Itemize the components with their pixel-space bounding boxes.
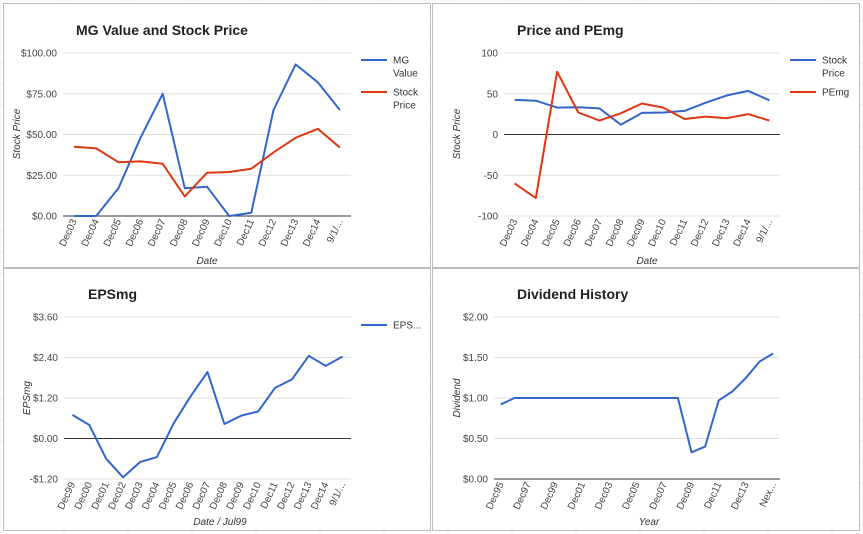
chart-title: Price and PEmg	[517, 22, 624, 38]
chart-title: MG Value and Stock Price	[76, 22, 248, 38]
x-tick-label: Dec06	[124, 217, 146, 248]
x-tick-label: Dec01	[566, 480, 588, 511]
y-tick-label: $75.00	[26, 89, 57, 100]
c3-svg: EPSmg-$1.20$0.00$1.20$2.40$3.60Dec99Dec0…	[22, 286, 421, 528]
legend-label: Stock	[393, 88, 419, 99]
y-tick-label: $50.00	[26, 130, 57, 141]
x-axis-title: Date / Jul99	[193, 517, 247, 528]
y-axis-title: Stock Price	[12, 108, 23, 159]
x-tick-label: Dec13	[710, 217, 732, 248]
price-pemg-chart[interactable]: Price and PEmg -100 -50 0 50 100 Dec03 Dec04 Dec…	[432, 3, 860, 268]
y-tick-label: -50	[484, 171, 499, 182]
y-tick-label: $0.50	[463, 434, 488, 445]
y-tick-label: 50	[487, 89, 499, 100]
x-tick-label: Dec05	[541, 217, 563, 248]
epsmg-chart[interactable]: EPSmg -$1.20 $0.00 $1.20 $2.40 $3.60 Dec99 Dec0…	[3, 268, 431, 531]
y-axis-title: Dividend	[452, 378, 463, 417]
y-axis-title: Stock Price	[452, 108, 463, 159]
chart-title: EPSmg	[88, 286, 137, 302]
y-tick-label: 100	[481, 49, 498, 60]
x-tick-label: Dec04	[519, 217, 541, 248]
x-tick-label: Dec04	[80, 217, 102, 248]
series-line-1[interactable]	[74, 127, 341, 198]
x-tick-label: Dec12	[689, 217, 711, 248]
x-tick-label: Dec05	[621, 480, 643, 511]
x-tick-label: Dec11	[668, 217, 690, 248]
x-tick-label: Dec13	[279, 217, 301, 248]
y-tick-label: $1.50	[463, 353, 488, 364]
x-tick-label: Dec09	[675, 480, 697, 511]
legend-label: Stock	[822, 56, 848, 67]
y-tick-label: $100.00	[21, 49, 58, 60]
y-tick-label: $3.60	[33, 313, 58, 324]
x-tick-label: Dec14	[732, 217, 754, 248]
x-tick-label: Dec11	[703, 480, 725, 511]
y-tick-label: $0.00	[33, 434, 58, 445]
x-axis-title: Year	[639, 517, 660, 528]
x-tick-label: Dec10	[647, 217, 669, 248]
y-tick-label: $1.20	[33, 394, 58, 405]
x-tick-label: Dec10	[213, 217, 235, 248]
y-tick-label: $1.00	[463, 394, 488, 405]
y-tick-label: $2.40	[33, 353, 58, 364]
x-tick-label: 9/1/...	[755, 218, 776, 245]
legend-label: Price	[393, 101, 416, 112]
x-tick-label: Dec08	[168, 217, 190, 248]
legend-label: Price	[822, 69, 845, 80]
x-tick-label: Dec14	[301, 217, 323, 248]
x-axis-title: Date	[636, 256, 658, 267]
x-tick-label: Dec03	[593, 480, 615, 511]
c1-svg: MG Value and Stock Price $0.00 $25.00 $50.0…	[12, 22, 419, 267]
x-tick-label: Dec03	[498, 217, 520, 248]
series-line-0[interactable]	[71, 354, 344, 479]
x-tick-label: 9/1/...	[328, 481, 349, 508]
legend-label: Value	[393, 69, 418, 80]
series-line-0[interactable]	[500, 352, 774, 454]
y-tick-label: $0.00	[32, 212, 57, 223]
series-line-1[interactable]	[514, 70, 770, 200]
x-tick-label: Dec05	[102, 217, 124, 248]
mg-value-stock-price-chart[interactable]: MG Value and Stock Price $0.00 $25.00 $50.0…	[3, 3, 431, 268]
x-tick-label: Nex...	[758, 481, 779, 509]
y-tick-label: 0	[492, 130, 498, 141]
x-tick-label: Dec03	[58, 217, 80, 248]
legend-label: MG	[393, 56, 409, 67]
x-tick-label: Dec12	[257, 217, 279, 248]
legend-label: EPS...	[393, 321, 421, 332]
dividend-history-chart[interactable]: Dividend History $0.00 $0.50 $1.00 $1.50 $2.0…	[432, 268, 860, 531]
x-tick-label: Dec07	[146, 217, 168, 248]
x-axis-title: Date	[196, 256, 218, 267]
y-tick-label: -100	[478, 212, 498, 223]
x-tick-label: 9/1/...	[325, 218, 346, 245]
x-tick-label: Dec07	[583, 217, 605, 248]
x-tick-label: Dec97	[512, 480, 534, 511]
c4-svg: Dividend History $0.00 $0.50 $1.00 $1.50 $2.0…	[452, 286, 780, 528]
x-tick-label: Dec09	[626, 217, 648, 248]
y-tick-label: $25.00	[26, 171, 57, 182]
x-tick-label: Dec07	[648, 480, 670, 511]
x-tick-label: Dec11	[235, 217, 257, 248]
legend-label: PEmg	[822, 88, 849, 99]
x-tick-label: Dec13	[729, 480, 751, 511]
x-tick-label: Dec09	[191, 217, 213, 248]
y-axis-title: EPSmg	[22, 381, 33, 415]
series-line-0[interactable]	[74, 63, 341, 217]
chart-title: Dividend History	[517, 286, 628, 302]
y-tick-label: $2.00	[463, 313, 488, 324]
x-tick-label: Dec08	[604, 217, 626, 248]
y-tick-label: $0.00	[463, 475, 488, 486]
x-tick-label: Dec99	[539, 480, 561, 511]
y-tick-label: -$1.20	[30, 475, 59, 486]
series-line-0[interactable]	[514, 89, 770, 126]
x-tick-label: Dec06	[562, 217, 584, 248]
